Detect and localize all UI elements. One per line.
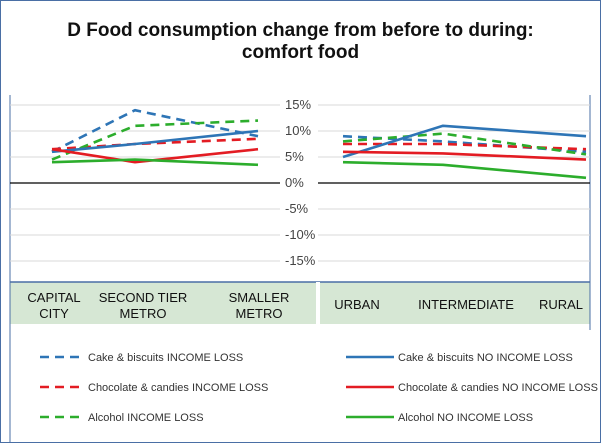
legend-item: Chocolate & candies INCOME LOSS [40,382,268,394]
legend-label: Alcohol INCOME LOSS [88,412,204,424]
category-label-line: CITY [39,306,69,321]
y-tick-label: 15% [285,97,311,112]
chart-title-line-1: D Food consumption change from before to… [67,20,534,41]
legend-label: Chocolate & candies NO INCOME LOSS [398,382,598,394]
series-line [342,150,587,161]
category-band [10,282,590,324]
panel-2 [318,104,590,262]
chart-title: D Food consumption change from before to… [0,20,601,64]
y-tick-label: 0% [285,175,304,190]
legend-item: Chocolate & candies NO INCOME LOSS [346,382,598,394]
panel-1: 15% 10% 5% 0% -5% -10% -15% [10,97,316,268]
series-line [51,108,259,153]
y-tick-label: 10% [285,123,311,138]
y-tick-label: -5% [285,201,309,216]
legend-item: Alcohol INCOME LOSS [40,412,204,424]
category-label: CAPITAL CITY [27,290,80,321]
y-tick-label: 5% [285,149,304,164]
legend-label: Alcohol NO INCOME LOSS [398,412,533,424]
category-label: URBAN [334,297,380,312]
category-label-line: INTERMEDIATE [418,297,514,312]
legend-label: Cake & biscuits INCOME LOSS [88,352,243,364]
series-line [342,160,587,180]
category-label: SECOND TIER METRO [99,290,188,321]
category-label-line: RURAL [539,297,583,312]
category-label: RURAL [539,297,583,312]
series-line [342,124,587,159]
category-label: INTERMEDIATE [418,297,514,312]
category-label-line: SECOND TIER [99,290,188,305]
legend-item: Cake & biscuits INCOME LOSS [40,352,243,364]
category-label-line: URBAN [334,297,380,312]
series-line [51,158,259,167]
chart-title-line-2: comfort food [241,42,360,63]
y-tick-label: -10% [285,227,316,242]
category-label-line: CAPITAL [27,290,80,305]
category-label-line: METRO [236,306,283,321]
series-line [342,132,587,156]
series-line [51,147,259,164]
legend-label: Cake & biscuits NO INCOME LOSS [398,352,573,364]
category-label-line: METRO [120,306,167,321]
series-line [51,119,259,161]
category-label-line: SMALLER [229,290,290,305]
legend-item: Alcohol NO INCOME LOSS [346,412,533,424]
category-label: SMALLER METRO [229,290,290,321]
legend-label: Chocolate & candies INCOME LOSS [88,382,268,394]
legend-item: Cake & biscuits NO INCOME LOSS [346,352,573,364]
series-line [51,129,259,154]
y-tick-label: -15% [285,253,316,268]
